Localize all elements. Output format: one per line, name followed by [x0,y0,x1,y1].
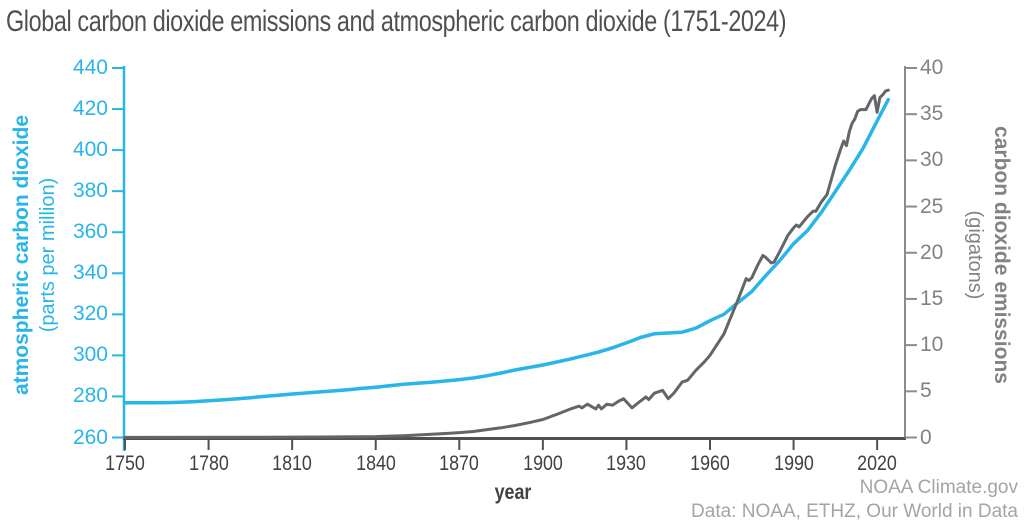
left-axis-title-sub: (parts per million) [37,177,59,333]
left-axis-tick-label: 380 [72,179,108,203]
left-axis-title: atmospheric carbon dioxide (parts per mi… [4,55,66,455]
x-axis-tick-label: 1930 [606,452,647,475]
right-axis-tick-label: 10 [920,333,944,357]
right-axis-tick-label: 0 [920,425,932,449]
series-line-atmospheric-co2 [123,97,891,405]
left-axis-tick-label: 280 [72,384,108,408]
x-axis-tick-label: 1840 [355,452,396,475]
attribution-data-credits: Data: NOAA, ETHZ, Our World in Data [691,501,1018,522]
left-axis-tick-label: 260 [72,425,108,449]
right-axis-tick-label: 15 [920,286,944,310]
left-axis-tick-label: 400 [72,138,108,162]
left-axis-tick-label: 420 [72,97,108,121]
right-axis-title: carbon dioxide emissions (gigatons) [957,55,1019,455]
left-axis-tick-label: 300 [72,343,108,367]
x-axis-tick-label: 1810 [272,452,312,475]
x-axis-tick-label: 1990 [773,452,814,475]
x-axis-tick-label: 1960 [690,452,730,475]
x-axis-tick-label: 1870 [439,452,480,475]
attribution-source: NOAA Climate.gov [859,477,1018,498]
right-axis-tick-label: 35 [920,102,944,126]
x-axis-title: year [494,481,532,504]
right-axis-title-main: carbon dioxide emissions [990,126,1013,384]
series-line-co2-emissions [123,88,890,439]
x-axis-tick-label: 1780 [188,452,229,475]
left-axis-tick-label: 440 [72,56,108,79]
left-axis-tick-label: 320 [72,302,108,326]
right-axis-tick-label: 5 [920,379,932,403]
x-axis-tick-label: 1900 [522,452,563,475]
left-axis-tick-label: 340 [72,261,108,285]
left-axis-title-main: atmospheric carbon dioxide [10,114,33,396]
right-axis-tick-label: 20 [920,240,944,264]
left-axis-tick-label: 360 [72,220,108,244]
x-axis-tick-label: 1750 [105,452,145,475]
right-axis-tick-label: 25 [920,194,944,218]
right-axis-title-sub: (gigatons) [964,210,986,300]
right-axis-tick-label: 40 [920,56,944,79]
x-axis-tick-label: 2020 [857,452,897,475]
page-title: Global carbon dioxide emissions and atmo… [6,5,787,38]
right-axis-tick-label: 30 [920,148,944,172]
